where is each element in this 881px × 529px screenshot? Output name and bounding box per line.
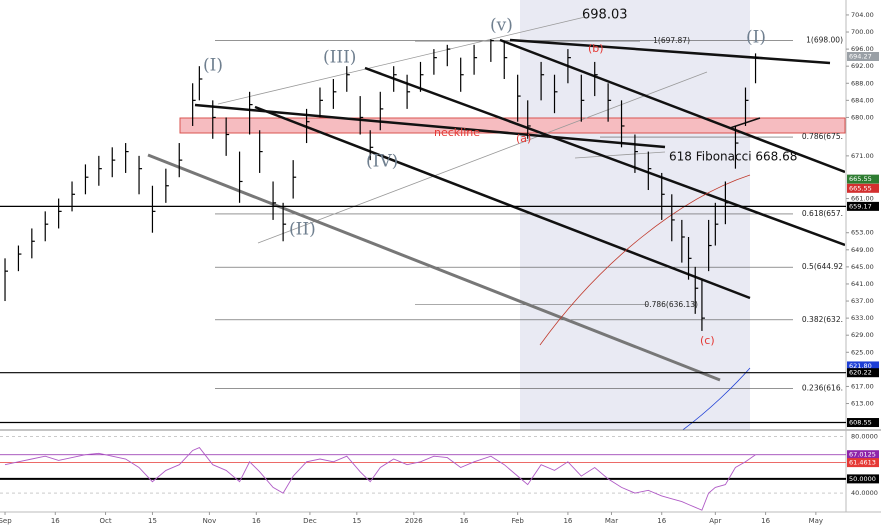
channel-line	[217, 16, 586, 105]
y-tick-label: 692.00	[851, 62, 874, 70]
rsi-tag	[847, 474, 879, 484]
y-tick-label: 645.00	[851, 263, 874, 271]
x-tick-label: May	[809, 517, 823, 525]
x-tick-label: 16	[51, 517, 60, 525]
rsi-tick-label: 80.0000	[851, 432, 878, 440]
price-tag	[847, 361, 879, 371]
trendline	[147, 153, 721, 382]
y-tick-label: 653.00	[851, 229, 874, 237]
x-tick-label: 15	[148, 517, 157, 525]
rsi-tag	[847, 450, 879, 460]
y-tick-label: 684.00	[851, 96, 874, 104]
annotation: (IV)	[366, 152, 398, 172]
annotation: (v)	[490, 16, 513, 36]
y-tick-label: 700.00	[851, 28, 874, 36]
price-tag-label: 694.27	[849, 52, 872, 60]
price-tag	[847, 174, 879, 184]
y-tick-label: 704.00	[851, 11, 874, 19]
y-tick-label: 688.00	[851, 79, 874, 87]
trendline	[254, 105, 751, 300]
annotation: (a)	[516, 132, 531, 145]
annotation: (I)	[203, 56, 223, 76]
x-tick-label: Feb	[511, 517, 524, 525]
fib-levels: 1(698.00) 1(697.87) 0.786(675. 0.618(657. 0.…	[215, 36, 843, 393]
fib-level-label: 0.5(644.92	[802, 262, 843, 271]
x-tick-label: 16	[563, 517, 572, 525]
x-tick-label: Dec	[303, 517, 317, 525]
y-tick-label: 613.00	[851, 400, 874, 408]
price-tag-label: 665.55	[849, 175, 872, 183]
y-tick-label: 617.00	[851, 382, 874, 390]
price-tag	[847, 183, 879, 193]
x-tick-label: Nov	[203, 517, 217, 525]
fib-level-label: 0.786(636.13)	[644, 300, 698, 309]
rsi-tick-label: 40.0000	[851, 489, 878, 497]
fib-level-label: 0.618(657.	[802, 209, 843, 218]
trendline	[364, 66, 845, 247]
rsi-tag-label: 67.0125	[849, 451, 876, 459]
rsi-line	[4, 447, 756, 511]
x-tick-label: Apr	[709, 517, 721, 525]
fib-level-label: 0.786(675.	[802, 132, 843, 141]
annotation: neckline	[434, 126, 480, 139]
channel-line	[574, 151, 666, 159]
price-tag	[847, 368, 879, 378]
annotation: (b)	[588, 42, 604, 55]
fib-level-label: 1(698.00)	[806, 36, 843, 45]
trendline	[499, 38, 845, 174]
x-tick-label: 16	[252, 517, 261, 525]
annotation: 698.03	[582, 8, 628, 23]
annotation: (II)	[289, 220, 316, 240]
shaded-period	[520, 0, 750, 430]
moving-average	[681, 367, 751, 430]
annotation: (c)	[700, 334, 715, 347]
fib-level-label: 0.236(616.	[802, 384, 843, 393]
price-tag-label: 620.22	[849, 369, 872, 377]
rsi-tag-label: 61.4613	[849, 459, 876, 467]
axes: 704.00 700.00 696.00 692.00 688.00 684.00 680.…	[0, 11, 879, 525]
rsi-tag	[847, 458, 879, 468]
fib-level-label: 1(697.87)	[653, 36, 690, 45]
price-bars	[4, 39, 759, 331]
trendline	[194, 103, 666, 149]
moving-average	[539, 174, 751, 346]
x-tick-label: 16	[761, 517, 770, 525]
y-tick-label: 661.00	[851, 195, 874, 203]
channel-line	[257, 71, 708, 244]
x-tick-label: 16	[657, 517, 666, 525]
x-tick-label: Mar	[605, 517, 618, 525]
annotation: (III)	[323, 48, 356, 68]
annotation: (I)	[746, 28, 766, 48]
y-tick-label: 637.00	[851, 297, 874, 305]
y-tick-label: 625.00	[851, 348, 874, 356]
x-tick-label: 16	[460, 517, 469, 525]
price-tag-label: 608.55	[849, 419, 872, 427]
y-tick-label: 629.00	[851, 331, 874, 339]
x-tick-label: Sep	[0, 517, 12, 525]
y-tick-label: 680.00	[851, 113, 874, 121]
trendline	[509, 38, 831, 65]
price-tag-label: 665.55	[849, 184, 872, 192]
price-tag-label: 659.17	[849, 202, 872, 210]
trendlines	[147, 16, 845, 430]
x-tick-label: Oct	[99, 517, 111, 525]
fib-level-label: 0.382(632.	[802, 315, 843, 324]
price-tag-label: 621.80	[849, 362, 872, 370]
y-tick-label: 641.00	[851, 280, 874, 288]
price-tag	[847, 51, 879, 61]
price-tag	[847, 201, 879, 211]
x-tick-label: 2026	[405, 517, 423, 525]
y-tick-label: 649.00	[851, 246, 874, 254]
y-tick-label: 633.00	[851, 314, 874, 322]
annotations: 698.03 (v) (I) (III) (IV) (II) (I) (a) (…	[203, 8, 797, 348]
y-tick-label: 696.00	[851, 45, 874, 53]
annotation: 618 Fibonacci 668.68	[669, 150, 797, 164]
x-tick-label: 15	[352, 517, 361, 525]
rsi-tag-label: 50.0000	[849, 475, 876, 483]
y-tick-label: 671.00	[851, 152, 874, 160]
price-tag	[847, 418, 879, 428]
